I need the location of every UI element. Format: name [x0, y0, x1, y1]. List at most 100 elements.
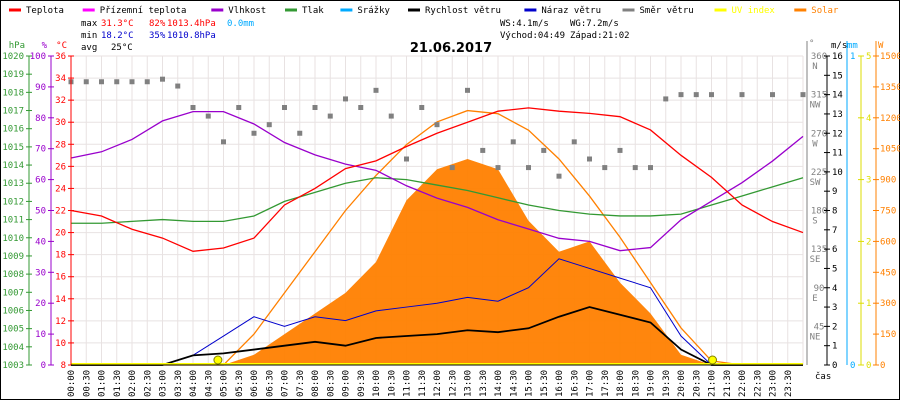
solar-tick-label: 1500 [880, 52, 900, 62]
hpa-tick-label: 1008 [2, 270, 24, 280]
wind-tick-label: 4 [832, 284, 837, 294]
wind-direction-point [358, 105, 364, 110]
wind-direction-point [221, 139, 226, 145]
wind-speed-line [71, 306, 803, 366]
x-tick-label: 12:30 [448, 370, 458, 397]
solar-tick-label: 1200 [880, 114, 900, 124]
pressure-line [71, 177, 804, 224]
x-tick-label: 08:30 [326, 370, 336, 397]
x-axis-label: čas [815, 371, 831, 382]
x-tick-label: 07:30 [296, 370, 306, 397]
pct-axis-label: % [42, 41, 48, 51]
min-humidity: 35% [149, 31, 166, 41]
min-label: min [81, 31, 97, 41]
wind-direction-point [114, 79, 120, 85]
hpa-tick-label: 1014 [2, 161, 24, 171]
x-tick-label: 01:00 [98, 370, 108, 397]
wind-direction-point [648, 165, 653, 171]
wind-direction-point [480, 147, 486, 153]
wind-direction-point [739, 92, 745, 98]
hpa-tick-label: 1016 [2, 125, 24, 135]
temp-tick-label: 10 [55, 339, 66, 349]
wind-direction-point [297, 130, 303, 136]
wind-direction-point [449, 165, 455, 171]
legend-item-srážky: Srážky [357, 6, 390, 16]
x-tick-label: 00:30 [82, 370, 92, 397]
wind-direction-point [190, 105, 196, 110]
wind-tick-label: 2 [832, 322, 837, 332]
avg-label: avg [81, 43, 97, 53]
x-tick-label: 03:00 [159, 370, 169, 397]
wind-direction-point [327, 113, 333, 119]
pct-tick-label: 40 [35, 237, 46, 247]
x-tick-label: 13:00 [464, 370, 474, 397]
wind-direction-point [282, 105, 287, 110]
sunset: Západ:21:02 [570, 31, 630, 41]
wind-tick-label: 1 [832, 342, 837, 352]
solar-tick-label: 0 [880, 361, 885, 371]
temp-tick-label: 12 [55, 317, 66, 327]
wind-direction-point [312, 105, 318, 110]
wind-direction-point [236, 105, 242, 110]
wind-direction-point [205, 113, 211, 119]
x-tick-label: 15:30 [540, 370, 550, 397]
wind-direction-point [465, 87, 470, 93]
pct-tick-label: 30 [35, 268, 46, 278]
solar-tick-label: 150 [880, 330, 896, 340]
wind-direction-point [602, 165, 608, 171]
legend-item-uv-index: UV index [732, 6, 776, 16]
wind-axis-label: m/s [831, 41, 847, 51]
uv-tick-label: 5 [866, 52, 871, 62]
wind-tick-label: 5 [832, 264, 837, 274]
min-temp: 18.2°C [101, 31, 134, 41]
x-tick-label: 07:00 [281, 370, 291, 397]
wind-direction-point [632, 165, 638, 171]
pct-tick-label: 10 [35, 330, 46, 340]
legend-item-rychlost-větru: Rychlost větru [425, 6, 501, 16]
dir-axis-label: ° [809, 39, 814, 49]
temp-tick-label: 32 [55, 96, 66, 106]
pct-tick-label: 100 [30, 52, 46, 62]
temp-axis-label: °C [56, 41, 67, 51]
x-tick-label: 18:30 [631, 370, 641, 397]
x-tick-label: 16:30 [570, 370, 580, 397]
legend-item-solar: Solar [811, 6, 839, 16]
x-tick-label: 22:30 [753, 370, 763, 397]
dir-compass-label: NE [810, 332, 821, 342]
wind-direction-point [541, 147, 547, 153]
x-tick-label: 10:30 [387, 370, 397, 397]
hpa-tick-label: 1005 [2, 325, 24, 335]
stats-block: max 31.3°C 82% 1013.4hPa 0.0mm min 18.2°… [81, 19, 630, 56]
sunrise-marker [213, 355, 223, 365]
x-tick-label: 02:00 [128, 370, 138, 397]
x-tick-label: 04:30 [204, 370, 214, 397]
wind-direction-point [800, 92, 806, 98]
x-tick-label: 06:30 [265, 370, 275, 397]
solar-tick-label: 1350 [880, 83, 900, 93]
x-tick-label: 06:00 [250, 370, 260, 397]
wind-direction-point [709, 92, 714, 98]
temp-tick-label: 34 [55, 74, 66, 84]
x-tick-label: 22:00 [738, 370, 748, 397]
x-tick-label: 10:00 [372, 370, 382, 397]
humidity-line [70, 110, 804, 252]
hpa-tick-label: 1010 [2, 234, 24, 244]
wind-tick-label: 11 [832, 149, 843, 159]
wind-tick-label: 10 [832, 168, 843, 178]
x-tick-label: 09:00 [342, 370, 352, 397]
legend-item-vlhkost: Vlhkost [228, 6, 266, 16]
wind-tick-label: 3 [832, 303, 837, 313]
temp-tick-label: 8 [61, 361, 66, 371]
x-tick-label: 19:00 [647, 370, 657, 397]
legend-item-náraz-větru: Náraz větru [541, 6, 601, 16]
wind-direction-point [144, 79, 150, 85]
temp-tick-label: 36 [55, 52, 66, 62]
max-pressure: 1013.4hPa [167, 19, 216, 29]
temp-tick-label: 22 [55, 207, 66, 217]
wind-gust-max: WG:7.2m/s [570, 19, 619, 29]
wind-direction-point [373, 87, 379, 93]
solar-tick-label: 1050 [880, 145, 900, 155]
hpa-tick-label: 1018 [2, 88, 24, 98]
wind-tick-label: 8 [832, 207, 837, 217]
wind-direction-point [663, 96, 669, 102]
